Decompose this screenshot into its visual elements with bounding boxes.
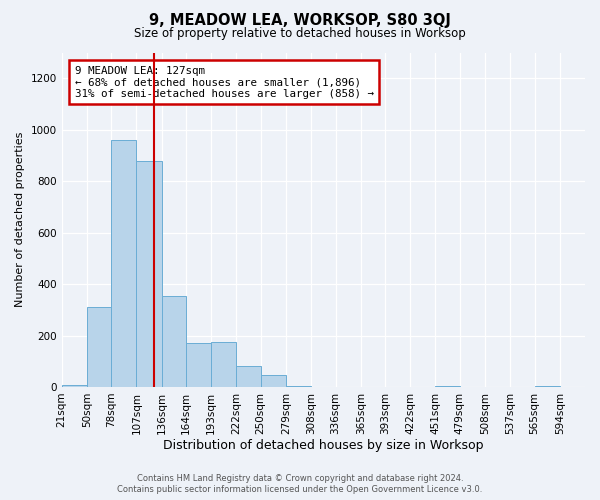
- Bar: [261, 374, 286, 387]
- Text: Size of property relative to detached houses in Worksop: Size of property relative to detached ho…: [134, 28, 466, 40]
- Text: 9 MEADOW LEA: 127sqm
← 68% of detached houses are smaller (1,896)
31% of semi-de: 9 MEADOW LEA: 127sqm ← 68% of detached h…: [75, 66, 374, 99]
- Bar: [186, 343, 211, 387]
- X-axis label: Distribution of detached houses by size in Worksop: Distribution of detached houses by size …: [163, 440, 484, 452]
- Bar: [136, 160, 161, 387]
- Bar: [161, 296, 186, 387]
- Bar: [286, 386, 311, 387]
- Text: 9, MEADOW LEA, WORKSOP, S80 3QJ: 9, MEADOW LEA, WORKSOP, S80 3QJ: [149, 12, 451, 28]
- Text: Contains HM Land Registry data © Crown copyright and database right 2024.
Contai: Contains HM Land Registry data © Crown c…: [118, 474, 482, 494]
- Bar: [62, 385, 87, 387]
- Bar: [111, 140, 136, 387]
- Bar: [211, 342, 236, 387]
- Y-axis label: Number of detached properties: Number of detached properties: [15, 132, 25, 308]
- Bar: [436, 386, 460, 387]
- Bar: [535, 386, 560, 387]
- Bar: [87, 307, 111, 387]
- Bar: [236, 366, 261, 387]
